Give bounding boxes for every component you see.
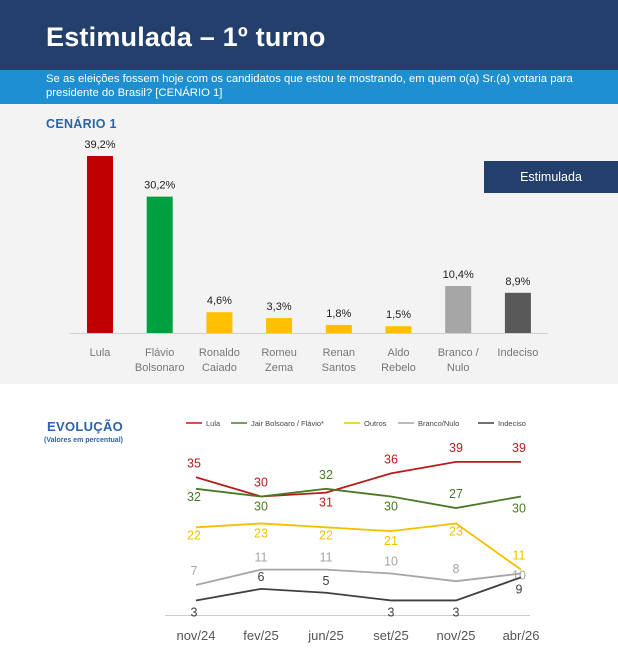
- point-label: 10: [384, 555, 398, 569]
- series-line: [195, 487, 522, 509]
- legend-label: Indeciso: [498, 419, 526, 428]
- question-banner: Se as eleições fossem hoje com os candid…: [0, 70, 618, 104]
- x-tick-label: abr/26: [503, 628, 540, 643]
- bar-value-label: 8,9%: [505, 276, 530, 288]
- bar-category-label: Ronaldo: [199, 347, 240, 359]
- point-label: 22: [187, 528, 201, 542]
- bar-chart: 39,2% Lula 30,2% Flávio Bolsonaro 4,6% Ronaldo…: [70, 139, 548, 374]
- point-label: 11: [255, 551, 268, 565]
- bar-category-label: Lula: [90, 347, 112, 359]
- bar: [266, 318, 293, 333]
- evolution-title: EVOLUÇÃO: [47, 419, 124, 434]
- bar-category-label: Romeu: [261, 347, 296, 359]
- bar-category-label: Caiado: [202, 362, 237, 374]
- bar-category-label: Branco /: [438, 347, 480, 359]
- point-label: 39: [449, 441, 463, 455]
- bar-category-label: Rebelo: [381, 362, 416, 374]
- point-label: 30: [254, 500, 268, 514]
- bar-value-label: 1,5%: [386, 309, 411, 321]
- point-label: 3: [191, 605, 198, 619]
- point-label: 11: [513, 549, 526, 563]
- point-label: 11: [320, 551, 333, 565]
- evolution-subtitle: (Valores em percentual): [44, 437, 123, 444]
- point-label: 23: [449, 524, 463, 538]
- point-label: 8: [453, 562, 460, 576]
- bar: [445, 286, 472, 333]
- bar: [206, 312, 233, 333]
- point-label: 21: [384, 534, 398, 548]
- bar: [325, 324, 352, 333]
- stimulated-badge: Estimulada: [484, 161, 618, 193]
- bar-category-label: Bolsonaro: [135, 362, 185, 374]
- bar-value-label: 3,3%: [267, 301, 292, 313]
- point-label: 27: [449, 487, 463, 501]
- bar-category-label: Santos: [322, 362, 357, 374]
- bar-category-label: Flávio: [145, 347, 174, 359]
- series-line: [195, 522, 522, 571]
- legend-label: Branco/Nulo: [418, 419, 459, 428]
- point-label: 7: [191, 564, 198, 578]
- bar-value-label: 4,6%: [207, 295, 232, 307]
- series-line: [195, 568, 522, 586]
- point-label: 3: [388, 605, 395, 619]
- legend-label: Lula: [206, 419, 221, 428]
- x-tick-label: jun/25: [307, 628, 343, 643]
- point-label: 30: [512, 502, 526, 516]
- point-label: 22: [319, 528, 333, 542]
- point-label: 6: [258, 570, 265, 584]
- point-label: 5: [323, 574, 330, 588]
- page-title: Estimulada – 1º turno: [46, 22, 326, 52]
- scenario-label: CENÁRIO 1: [46, 117, 117, 131]
- series-line: [195, 576, 522, 602]
- point-label: 32: [319, 468, 333, 482]
- point-label: 39: [512, 441, 526, 455]
- point-label: 30: [254, 476, 268, 490]
- x-tick-label: set/25: [373, 628, 408, 643]
- bar-value-label: 1,8%: [326, 308, 351, 320]
- bar: [87, 156, 113, 333]
- point-label: 23: [254, 526, 268, 540]
- bar-value-label: 30,2%: [144, 180, 175, 192]
- point-label: 30: [384, 500, 398, 514]
- legend-label: Outros: [364, 419, 387, 428]
- x-tick-label: nov/25: [436, 628, 475, 643]
- bar-category-label: Nulo: [447, 362, 470, 374]
- point-label: 35: [187, 456, 201, 470]
- point-label: 31: [319, 496, 333, 510]
- bar: [385, 326, 412, 333]
- bar: [504, 292, 531, 333]
- bar-value-label: 39,2%: [84, 139, 115, 151]
- bar-category-label: Indeciso: [497, 347, 538, 359]
- point-label: 3: [453, 605, 460, 619]
- legend-label: Jair Bolsoaro / Flávio*: [251, 419, 324, 428]
- bar-value-label: 10,4%: [443, 269, 474, 281]
- point-label: 9: [516, 582, 523, 596]
- header-banner: Estimulada – 1º turno: [0, 0, 618, 70]
- series-line: [195, 460, 521, 498]
- bar-category-label: Renan: [323, 347, 355, 359]
- x-tick-label: nov/24: [176, 628, 215, 643]
- x-tick-label: fev/25: [243, 628, 278, 643]
- point-label: 36: [384, 452, 398, 466]
- question-text: Se as eleições fossem hoje com os candid…: [46, 73, 573, 99]
- bar-category-label: Aldo: [387, 347, 409, 359]
- bar: [146, 196, 173, 333]
- point-label: 32: [187, 490, 201, 504]
- bar-category-label: Zema: [265, 362, 294, 374]
